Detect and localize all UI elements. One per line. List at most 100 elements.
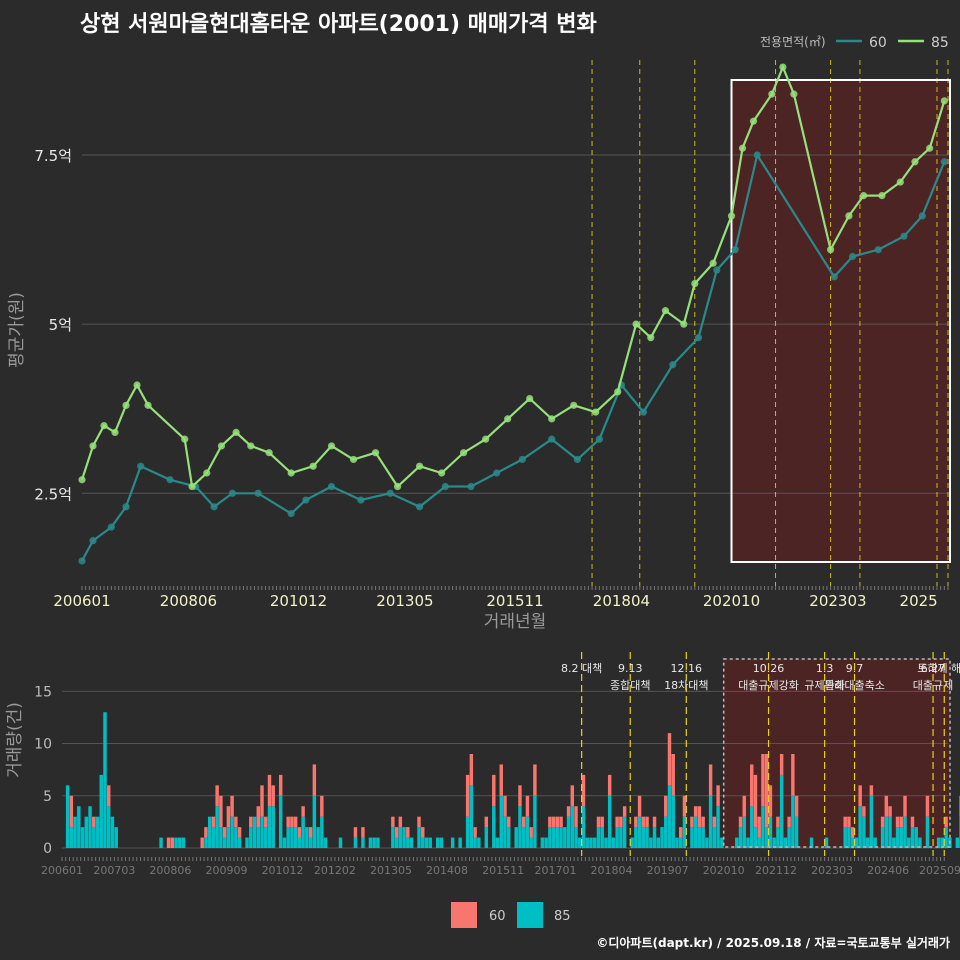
bar-85 [574, 827, 578, 848]
bar-60 [574, 806, 578, 828]
bar-85 [207, 816, 212, 848]
bar-85 [323, 837, 328, 848]
bar-85 [850, 837, 855, 848]
event-annotation: 1.3 [816, 662, 834, 675]
bar-60 [791, 754, 795, 796]
bar-60 [465, 774, 470, 817]
bar-85 [103, 712, 107, 848]
event-annotation: 대출규제 [913, 679, 953, 692]
data-point-60 [940, 158, 948, 166]
bar-85 [435, 837, 440, 848]
bar-60 [290, 816, 294, 828]
bar-85 [473, 837, 477, 848]
bar-85 [264, 827, 268, 848]
event-annotation: 종합대책 [610, 679, 650, 692]
bar-60 [742, 795, 746, 817]
data-point-85 [122, 401, 130, 409]
data-point-85 [709, 259, 717, 267]
bar-60 [615, 816, 619, 828]
bar-60 [667, 733, 672, 786]
volume-x-tick-label: 202010 [703, 864, 745, 877]
bar-85 [637, 816, 642, 848]
data-point-60 [386, 489, 394, 497]
data-point-60 [467, 482, 475, 491]
bar-85 [585, 837, 589, 848]
bar-60 [406, 827, 410, 838]
volume-y-tick-label: 0 [43, 841, 52, 857]
legend-swatch-60 [451, 902, 477, 928]
bar-60 [551, 816, 556, 828]
data-point-85 [860, 192, 868, 200]
bar-85 [394, 837, 399, 848]
bar-60 [664, 795, 668, 817]
bar-85 [563, 827, 567, 848]
legend-swatch-85 [517, 902, 543, 928]
data-point-85 [349, 455, 358, 464]
bar-60 [697, 806, 702, 828]
data-point-85 [133, 381, 141, 389]
bar-85 [656, 837, 660, 848]
bar-60 [200, 837, 204, 848]
bar-85 [910, 827, 915, 848]
bar-85 [596, 827, 601, 848]
bar-85 [622, 816, 627, 848]
bar-85 [888, 816, 892, 848]
bar-85 [746, 837, 750, 848]
bar-85 [678, 837, 683, 848]
volume-x-tick-label: 201202 [314, 864, 356, 877]
bar-85 [750, 806, 754, 848]
bar-85 [424, 837, 429, 848]
bar-85 [406, 837, 410, 848]
bar-85 [757, 837, 761, 848]
volume-y-tick-label: 5 [43, 789, 52, 805]
bar-60 [219, 795, 223, 828]
x-tick-label: 201305 [376, 592, 433, 610]
bar-85 [252, 816, 257, 848]
bar-60 [944, 816, 948, 828]
bar-60 [278, 774, 283, 796]
event-annotation: 12.16 [671, 662, 703, 675]
bar-60 [619, 816, 623, 828]
x-tick-label: 201804 [593, 592, 650, 610]
bar-85 [391, 827, 395, 848]
bar-85 [735, 837, 739, 848]
bar-85 [99, 774, 103, 848]
event-annotation: 8.2 대책 [561, 662, 602, 675]
volume-x-tick-label: 202303 [811, 864, 853, 877]
bar-60 [256, 806, 260, 828]
bar-85 [69, 827, 74, 848]
data-point-60 [874, 246, 882, 254]
bar-85 [421, 837, 425, 848]
bar-85 [353, 837, 358, 848]
bar-85 [88, 806, 92, 848]
bar-60 [230, 795, 234, 817]
bar-85 [297, 837, 302, 848]
bar-60 [234, 816, 238, 828]
y-tick-label: 2.5억 [34, 485, 72, 503]
data-point-85 [632, 320, 640, 328]
bar-85 [768, 816, 773, 848]
bar-85 [940, 837, 945, 848]
chart-title: 상현 서원마을현대홈타운 아파트(2001) 매매가격 변화 [80, 12, 597, 37]
bar-60 [678, 827, 683, 838]
bar-60 [884, 795, 889, 817]
event-annotation: 10.26 [753, 662, 785, 675]
bar-85 [615, 827, 619, 848]
bar-85 [409, 837, 414, 848]
legend-label-60: 60 [489, 909, 506, 924]
bar-85 [884, 816, 889, 848]
bar-60 [899, 816, 903, 828]
bar-85 [226, 827, 231, 848]
bar-85 [607, 795, 612, 848]
bar-60 [716, 785, 720, 807]
volume-highlight-outline [722, 658, 951, 848]
bar-85 [764, 827, 769, 848]
bar-85 [402, 827, 406, 848]
bar-85 [204, 837, 208, 848]
bar-85 [869, 795, 874, 848]
bar-60 [518, 785, 522, 807]
bar-60 [888, 806, 892, 817]
data-point-60 [287, 509, 295, 518]
x-axis-title: 거래년월 [484, 612, 547, 632]
